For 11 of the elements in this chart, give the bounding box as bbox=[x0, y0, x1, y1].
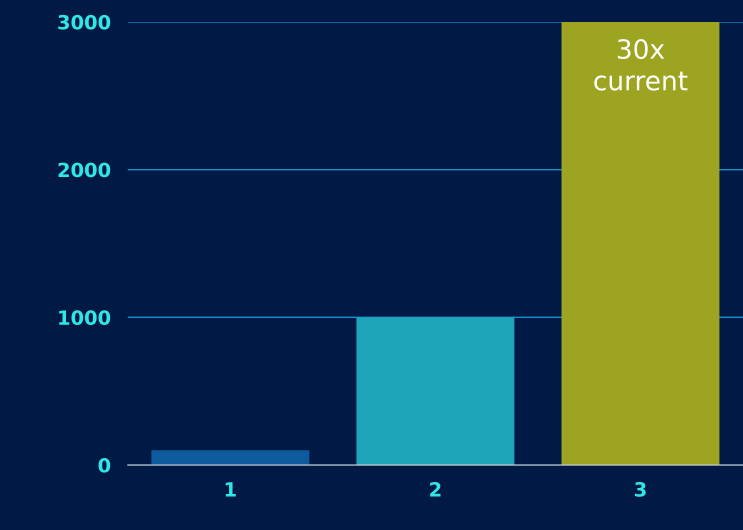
y-tick-label: 3000 bbox=[58, 14, 110, 30]
bar bbox=[562, 22, 720, 466]
x-tick-label: 2 bbox=[430, 482, 440, 496]
x-tick-label: 3 bbox=[635, 482, 646, 497]
bar bbox=[151, 450, 310, 466]
bar bbox=[356, 317, 514, 466]
y-tick-label: 1000 bbox=[59, 310, 110, 325]
y-tick-label: 2000 bbox=[58, 162, 110, 178]
y-tick-label: 0 bbox=[98, 458, 110, 473]
annotation: 30x current bbox=[594, 39, 688, 91]
x-tick-label: 1 bbox=[226, 482, 236, 496]
